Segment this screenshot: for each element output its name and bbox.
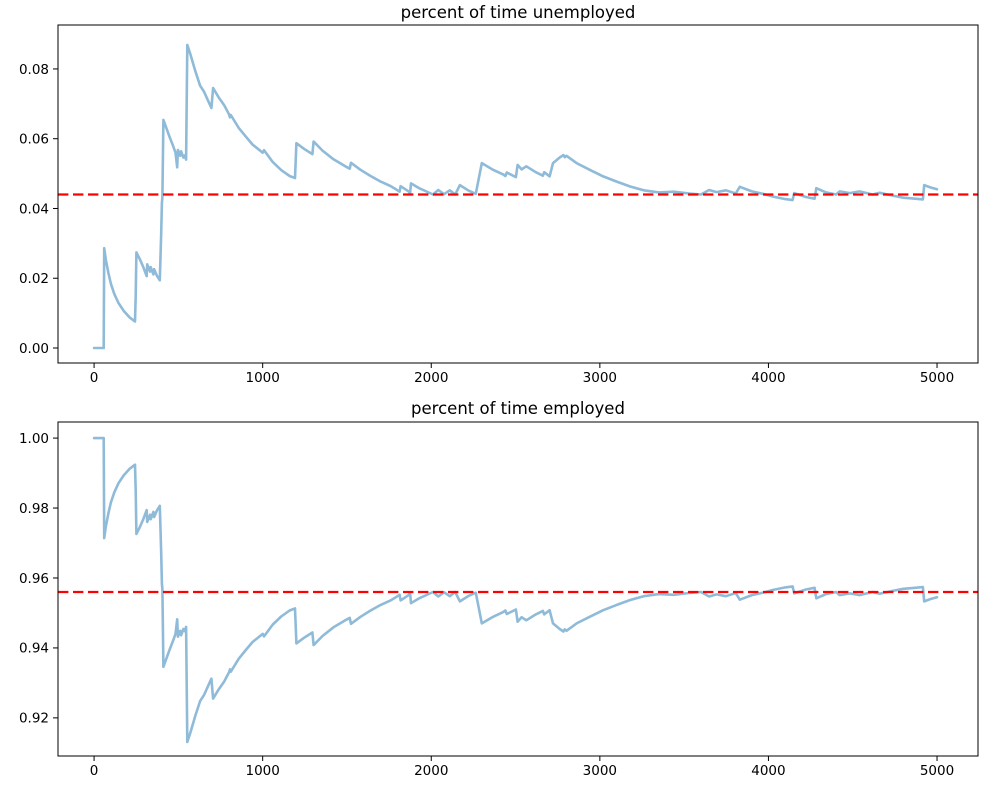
y-tick-label: 0.02 bbox=[19, 271, 49, 287]
x-tick-label: 5000 bbox=[920, 370, 954, 386]
x-tick-label: 4000 bbox=[751, 763, 785, 779]
y-tick-label: 0.96 bbox=[19, 571, 49, 587]
employed-chart: 0 1000 2000 3000 4000 5000 0.92 0.94 0.96 0.98 1.0… bbox=[19, 421, 979, 779]
unemployed-chart: 0 1000 2000 3000 4000 5000 0.00 0.02 0.04 0.06 0.0… bbox=[19, 24, 979, 386]
y-tick-label: 0.06 bbox=[19, 132, 49, 148]
series-line bbox=[92, 43, 939, 350]
employed-chart-title: percent of time employed bbox=[411, 399, 625, 418]
x-tick-label: 5000 bbox=[920, 763, 954, 779]
x-tick-label: 2000 bbox=[414, 370, 448, 386]
x-tick-label: 4000 bbox=[751, 370, 785, 386]
x-tick-label: 2000 bbox=[414, 763, 448, 779]
y-tick-label: 0.98 bbox=[19, 501, 49, 517]
y-tick-label: 0.04 bbox=[19, 201, 49, 217]
y-tick-label: 0.94 bbox=[19, 641, 49, 657]
x-tick-label: 0 bbox=[90, 763, 99, 779]
x-tick-label: 0 bbox=[90, 370, 99, 386]
y-tick-label: 1.00 bbox=[19, 431, 49, 447]
y-tick-label: 0.00 bbox=[19, 341, 49, 357]
axes-frame bbox=[57, 421, 979, 757]
x-tick-label: 3000 bbox=[583, 763, 617, 779]
axes-frame bbox=[57, 24, 979, 364]
series-line bbox=[92, 436, 939, 744]
y-tick-label: 0.08 bbox=[19, 62, 49, 78]
x-tick-label: 1000 bbox=[245, 763, 279, 779]
x-tick-label: 3000 bbox=[583, 370, 617, 386]
y-tick-label: 0.92 bbox=[19, 711, 49, 727]
unemployed-chart-title: percent of time unemployed bbox=[400, 3, 636, 22]
x-tick-label: 1000 bbox=[245, 370, 279, 386]
